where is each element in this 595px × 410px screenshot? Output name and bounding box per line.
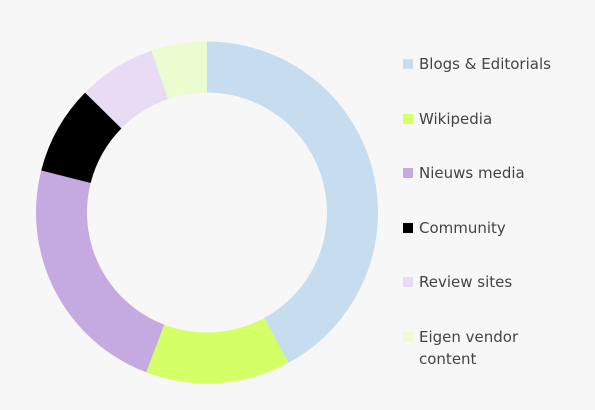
legend-label-blogs: Blogs & Editorials (419, 55, 551, 73)
legend-item-nieuws-media[interactable]: Nieuws media (403, 162, 588, 217)
legend-item-community[interactable]: Community (403, 217, 588, 272)
legend-item-wikipedia[interactable]: Wikipedia (403, 108, 588, 163)
legend-item-blogs[interactable]: Blogs & Editorials (403, 53, 588, 108)
donut-slice-nieuws-media[interactable] (36, 170, 165, 373)
legend-swatch-blogs (403, 59, 413, 69)
legend-swatch-nieuws-media (403, 168, 413, 178)
legend-swatch-wikipedia (403, 113, 413, 124)
chart-legend: Blogs & Editorials Wikipedia Nieuws medi… (403, 53, 588, 380)
legend-swatch-review-sites (403, 277, 413, 287)
legend-swatch-eigen-vendor-content (403, 331, 413, 342)
donut-slice-wikipedia[interactable] (146, 318, 289, 384)
legend-item-review-sites[interactable]: Review sites (403, 271, 588, 326)
legend-label-nieuws-media: Nieuws media (419, 164, 525, 182)
legend-label-community: Community (419, 218, 506, 237)
legend-label-eigen-vendor-content: Eigen vendor content (419, 327, 519, 368)
donut-slice-review-sites[interactable] (85, 50, 169, 129)
legend-label-wikipedia: Wikipedia (419, 109, 493, 128)
legend-swatch-community (403, 222, 413, 233)
donut-slice-blogs-editorials[interactable] (207, 41, 378, 363)
legend-label-review-sites: Review sites (419, 273, 513, 291)
donut-slice-community[interactable] (41, 92, 122, 184)
legend-item-eigen-vendor-content[interactable]: Eigen vendor content (403, 326, 588, 381)
donut-slice-eigen-vendor-content[interactable] (151, 41, 207, 100)
